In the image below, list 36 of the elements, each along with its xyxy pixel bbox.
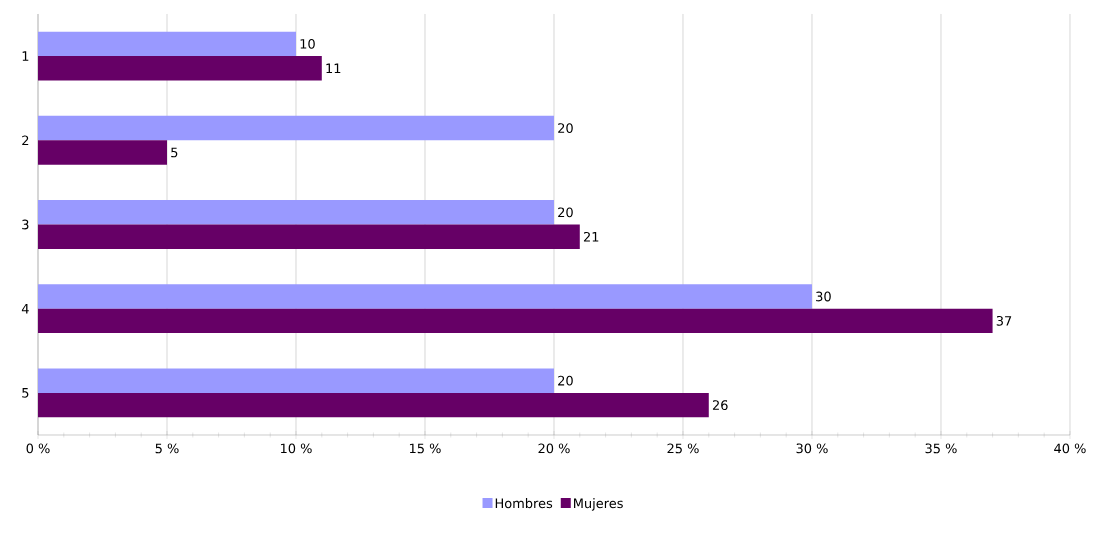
x-tick-label: 30 % bbox=[796, 443, 828, 454]
data-label: 26 bbox=[712, 400, 728, 410]
y-tick-label: 1 bbox=[22, 51, 29, 61]
bar bbox=[38, 368, 554, 393]
bar bbox=[38, 31, 296, 57]
data-label: 20 bbox=[558, 375, 573, 386]
x-tick-label: 15 % bbox=[409, 443, 441, 454]
x-tick-label: 20 % bbox=[538, 443, 570, 454]
data-label: 30 bbox=[816, 291, 831, 302]
data-label: 37 bbox=[996, 316, 1012, 326]
bar bbox=[38, 56, 322, 81]
x-tick-label: 0 % bbox=[26, 443, 50, 454]
bar bbox=[38, 140, 168, 165]
data-label: 5 bbox=[171, 147, 178, 158]
bar bbox=[38, 224, 580, 249]
data-label: 21 bbox=[583, 231, 599, 242]
legend-label: Hombres bbox=[495, 498, 553, 509]
bar bbox=[38, 392, 709, 418]
data-label: 20 bbox=[558, 123, 573, 133]
x-tick-label: 35 % bbox=[925, 443, 957, 454]
bar bbox=[38, 284, 812, 309]
y-tick-label: 2 bbox=[22, 135, 29, 146]
y-tick-label: 3 bbox=[22, 219, 29, 230]
y-tick-label: 4 bbox=[21, 303, 29, 314]
data-label: 20 bbox=[558, 207, 573, 218]
x-tick-label: 25 % bbox=[667, 443, 699, 454]
bar bbox=[38, 308, 993, 334]
data-label: 10 bbox=[300, 38, 315, 49]
bar bbox=[38, 115, 554, 141]
legend-label: Mujeres bbox=[574, 498, 623, 511]
x-tick-label: 40 % bbox=[1054, 443, 1086, 454]
x-tick-label: 5 % bbox=[155, 443, 179, 454]
y-tick-label: 5 bbox=[22, 388, 29, 398]
x-tick-label: 10 % bbox=[280, 443, 312, 454]
data-label: 11 bbox=[326, 63, 341, 74]
bar bbox=[38, 200, 554, 225]
